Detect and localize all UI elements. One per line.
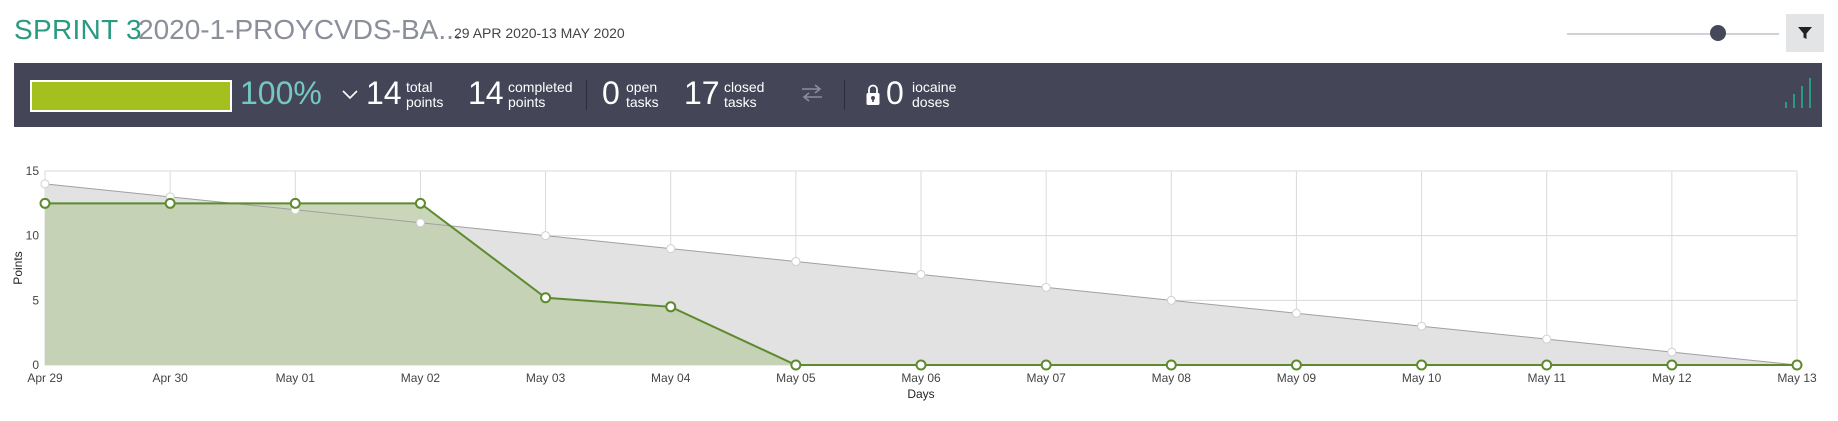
sprint-name[interactable]: 2020-1-PROYCVDS-BA...: [138, 14, 462, 45]
x-tick-label: Apr 29: [27, 371, 63, 385]
series-1-point: [39, 197, 51, 209]
iocaine-doses-label: iocaine doses: [912, 79, 957, 110]
series-0-point: [1542, 334, 1552, 344]
divider: [586, 80, 587, 110]
total-points-value: 14: [366, 75, 402, 111]
y-tick-label: 5: [32, 293, 39, 307]
x-tick-label: May 01: [276, 371, 316, 385]
progress-percent: 100%: [240, 75, 322, 111]
closed-tasks-label: closed tasks: [724, 79, 765, 110]
divider: [844, 80, 845, 110]
sprint-progress-fill: [32, 82, 230, 110]
iocaine-lock-icon: [866, 84, 880, 105]
sprint-summary-bar: 100% 14 total points 14 completed points 0…: [14, 63, 1822, 127]
x-tick-label: May 09: [1277, 371, 1317, 385]
series-0-point: [1041, 282, 1051, 292]
series-1-point: [1040, 359, 1052, 371]
series-0-point: [40, 179, 50, 189]
sprint-dates: 29 APR 2020-13 MAY 2020: [454, 25, 625, 41]
x-tick-label: May 11: [1527, 371, 1566, 385]
series-0-point: [1667, 347, 1677, 357]
series-0-point: [415, 218, 425, 228]
x-tick-label: May 08: [1152, 371, 1192, 385]
x-tick-label: May 04: [651, 371, 691, 385]
series-1-area: [45, 203, 1797, 365]
series-1-point: [289, 197, 301, 209]
x-tick-label: May 10: [1402, 371, 1442, 385]
iocaine-doses-value: 0: [886, 75, 904, 111]
filter-icon: [1798, 27, 1812, 39]
closed-tasks-value: 17: [684, 75, 720, 111]
open-tasks-label: open tasks: [626, 79, 659, 110]
y-tick-label: 10: [26, 229, 40, 243]
burndown-chart-svg: Apr 29 Apr 30 May 01 May 02 May 03 May 04 May …: [11, 164, 1817, 401]
series-1-point: [540, 292, 552, 304]
series-1-point: [1416, 359, 1428, 371]
series-0-point: [791, 257, 801, 267]
zoom-slider-knob[interactable]: [1709, 25, 1726, 41]
series-1-point: [915, 359, 927, 371]
filter-button[interactable]: [1786, 14, 1824, 52]
open-tasks-value: 0: [602, 75, 620, 111]
burndown-chart: Apr 29 Apr 30 May 01 May 02 May 03 May 04 May …: [0, 160, 1838, 416]
series-0-point: [916, 269, 926, 279]
series-0-point: [666, 244, 676, 254]
series-1-point: [164, 197, 176, 209]
sprint-header: SPRINT 3 2020-1-PROYCVDS-BA... 29 APR 20…: [14, 10, 1824, 56]
x-tick-label: May 12: [1652, 371, 1692, 385]
series-1-point: [1666, 359, 1678, 371]
series-0-point: [1417, 321, 1427, 331]
x-tick-label: May 05: [776, 371, 816, 385]
total-points-label: total points: [406, 79, 444, 110]
x-tick-label: May 07: [1026, 371, 1066, 385]
sprint-label: SPRINT 3: [14, 14, 142, 45]
series-0-point: [541, 231, 551, 241]
x-tick-label: May 03: [526, 371, 566, 385]
swap-arrows-icon[interactable]: [800, 83, 824, 103]
series-0-point: [1291, 308, 1301, 318]
sprint-progress-bar: [30, 80, 232, 112]
y-tick-label: 0: [32, 358, 39, 372]
series-0-point: [1166, 295, 1176, 305]
x-tick-label: May 02: [401, 371, 441, 385]
completed-points-label: completed points: [508, 79, 573, 110]
x-tick-label: May 06: [901, 371, 941, 385]
series-1-point: [1290, 359, 1302, 371]
signal-bars-icon[interactable]: [1784, 76, 1814, 108]
series-1-point: [1165, 359, 1177, 371]
completed-points-value: 14: [468, 75, 504, 111]
y-tick-label: 15: [26, 164, 40, 178]
series-1-point: [1541, 359, 1553, 371]
series-1-point: [665, 301, 677, 313]
zoom-slider-track[interactable]: [1567, 33, 1779, 35]
series-1-point: [414, 197, 426, 209]
series-1-point: [790, 359, 802, 371]
series-1-point: [1791, 359, 1803, 371]
x-axis-title: Days: [907, 387, 934, 401]
y-axis-title: Points: [11, 251, 25, 284]
chevron-down-icon[interactable]: [342, 90, 358, 100]
x-tick-label: Apr 30: [152, 371, 188, 385]
x-tick-label: May 13: [1777, 371, 1817, 385]
